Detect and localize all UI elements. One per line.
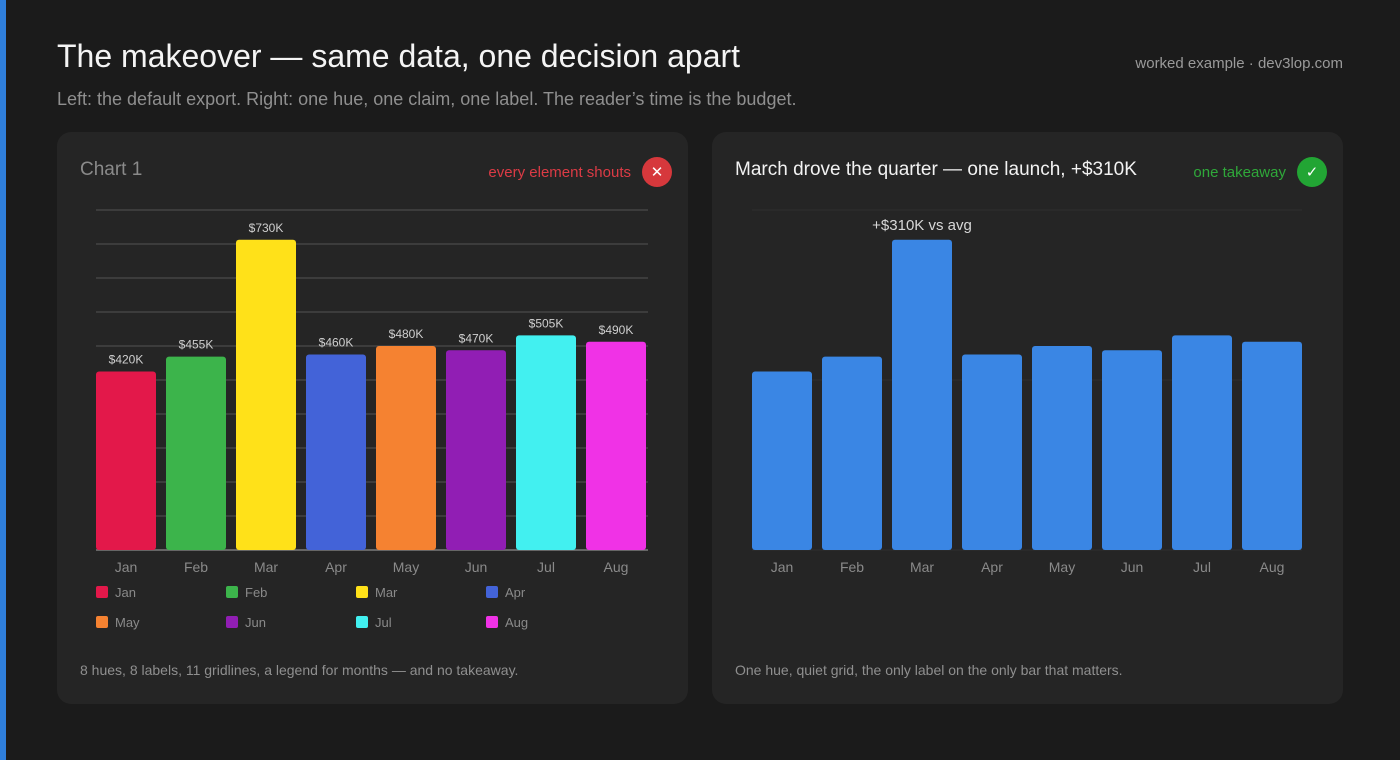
legend-swatch	[226, 616, 238, 628]
credit-text: worked example · dev3lop.com	[1135, 55, 1343, 72]
x-tick-label: Aug	[604, 559, 629, 575]
chart-title: Chart 1	[80, 159, 143, 180]
bar-value-label: $505K	[529, 316, 564, 330]
x-tick-label: Feb	[840, 559, 864, 575]
bar-value-label: $730K	[249, 221, 284, 235]
legend-swatch	[486, 586, 498, 598]
x-tick-label: Jul	[537, 559, 555, 575]
x-tick-label: Jan	[771, 559, 794, 575]
bar-jun	[446, 350, 506, 550]
bar-value-label: $455K	[179, 338, 214, 352]
bar-mar	[892, 239, 952, 550]
x-tick-label: Jan	[115, 559, 138, 575]
x-tick-label: Mar	[254, 559, 278, 575]
bar-may	[376, 346, 436, 550]
legend-entry: Mar	[375, 585, 398, 600]
bar-value-label: $490K	[599, 323, 634, 337]
makeover-chart-panel: Jan Feb Mar +$310K vs avg Apr May Jun Jul Aug Ma…	[712, 132, 1343, 704]
panel-header: Chart 1 every element shouts ✕	[80, 157, 672, 187]
x-tick-label: Jun	[1121, 559, 1144, 575]
legend-entry: Feb	[245, 585, 267, 600]
panel-header: March drove the quarter — one launch, +$…	[735, 157, 1327, 187]
legend-entry: Jul	[375, 615, 392, 630]
check-icon: ✓	[1297, 157, 1327, 187]
verdict-badge: one takeaway ✓	[1193, 157, 1327, 187]
bar-value-label: $460K	[319, 336, 354, 350]
bar-jun	[1102, 350, 1162, 550]
x-tick-label: May	[1049, 559, 1075, 575]
legend-entry: Jun	[245, 615, 266, 630]
panel-caption: 8 hues, 8 labels, 11 gridlines, a legend…	[80, 662, 519, 678]
x-tick-label: Jul	[1193, 559, 1211, 575]
bar-callout-label: +$310K vs avg	[872, 217, 972, 234]
bar-may	[1032, 346, 1092, 550]
page-subtitle: Left: the default export. Right: one hue…	[57, 89, 797, 109]
legend-swatch	[356, 586, 368, 598]
legend-swatch	[486, 616, 498, 628]
bar-mar	[236, 239, 296, 550]
default-chart-panel: $420K Jan $455K Feb $730K Mar $460K Apr $480K May…	[57, 132, 688, 704]
legend-swatch	[356, 616, 368, 628]
bar-apr	[962, 354, 1022, 550]
verdict-text: one takeaway	[1193, 163, 1286, 181]
x-tick-label: May	[393, 559, 419, 575]
accent-strip	[0, 0, 6, 760]
x-tick-label: Jun	[465, 559, 488, 575]
legend-entry: May	[115, 615, 140, 630]
legend-entry: Jan	[115, 585, 136, 600]
legend-swatch	[226, 586, 238, 598]
legend-entry: Aug	[505, 615, 528, 630]
bar-aug	[586, 341, 646, 550]
legend-swatch	[96, 616, 108, 628]
bar-jan	[752, 371, 812, 550]
default-bar-chart: $420K Jan $455K Feb $730K Mar $460K Apr $480K May…	[96, 209, 648, 630]
bar-jan	[96, 371, 156, 550]
makeover-bar-chart: Jan Feb Mar +$310K vs avg Apr May Jun Jul Aug	[752, 209, 1302, 575]
panel-caption: One hue, quiet grid, the only label on t…	[735, 662, 1123, 678]
x-tick-label: Aug	[1260, 559, 1285, 575]
bar-feb	[822, 356, 882, 550]
bar-feb	[166, 356, 226, 550]
x-tick-label: Feb	[184, 559, 208, 575]
verdict-badge: every element shouts ✕	[488, 157, 672, 187]
x-icon: ✕	[642, 157, 672, 187]
bar-value-label: $470K	[459, 331, 494, 345]
bar-value-label: $420K	[109, 353, 144, 367]
x-tick-label: Mar	[910, 559, 934, 575]
bar-jul	[1172, 335, 1232, 550]
verdict-text: every element shouts	[488, 163, 631, 181]
x-tick-label: Apr	[325, 559, 347, 575]
bar-jul	[516, 335, 576, 550]
x-tick-label: Apr	[981, 559, 1003, 575]
chart-title: March drove the quarter — one launch, +$…	[735, 159, 1137, 180]
legend-swatch	[96, 586, 108, 598]
bar-value-label: $480K	[389, 327, 424, 341]
bar-aug	[1242, 341, 1302, 550]
legend-entry: Apr	[505, 585, 526, 600]
page-title: The makeover — same data, one decision a…	[57, 38, 741, 74]
bar-apr	[306, 354, 366, 550]
